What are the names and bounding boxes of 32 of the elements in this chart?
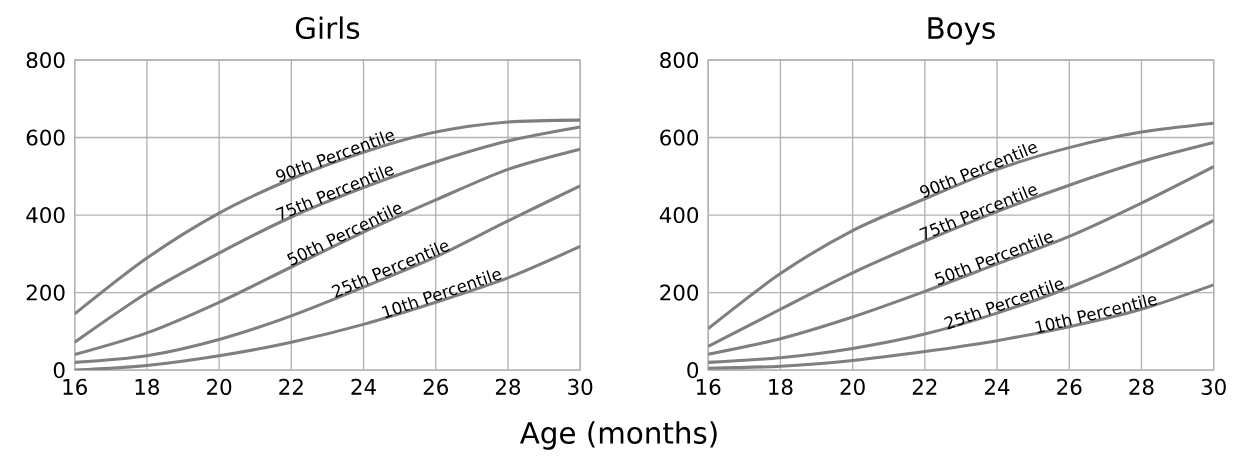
x-tick-label: 30 xyxy=(568,378,593,395)
x-tick-label: 26 xyxy=(1057,378,1082,395)
x-tick-label: 26 xyxy=(423,378,448,395)
y-tick-label: 200 xyxy=(660,284,699,301)
line-series xyxy=(708,140,1214,348)
y-tick-label: 600 xyxy=(660,129,699,146)
chart-title: Boys xyxy=(928,17,995,45)
x-tick-label: 22 xyxy=(279,378,303,395)
y-tick-label: 400 xyxy=(26,206,65,224)
chart-title: Girls xyxy=(295,16,360,40)
x-tick-label: 16 xyxy=(63,378,87,395)
line-series xyxy=(74,118,581,316)
y-tick-label: 0 xyxy=(687,361,699,379)
x-axis-title: Age (months) xyxy=(519,421,717,450)
x-tick-label: 18 xyxy=(135,378,160,395)
y-tick-label: 800 xyxy=(660,51,699,69)
x-tick-label: 22 xyxy=(912,378,937,395)
y-tick-label: 0 xyxy=(53,361,65,379)
y-tick-label: 200 xyxy=(26,284,65,301)
y-tick-label: 600 xyxy=(26,129,65,146)
line-series xyxy=(74,125,581,344)
x-tick-label: 28 xyxy=(1129,378,1154,395)
x-tick-label: 24 xyxy=(985,378,1010,395)
x-tick-label: 18 xyxy=(769,378,793,395)
x-tick-label: 30 xyxy=(1201,378,1226,395)
y-tick-label: 400 xyxy=(659,206,699,224)
x-tick-label: 16 xyxy=(696,378,721,395)
x-tick-label: 20 xyxy=(207,378,232,395)
x-tick-label: 20 xyxy=(840,378,865,395)
x-tick-label: 24 xyxy=(351,378,376,395)
y-tick-label: 800 xyxy=(26,51,65,69)
x-tick-label: 28 xyxy=(495,378,521,395)
